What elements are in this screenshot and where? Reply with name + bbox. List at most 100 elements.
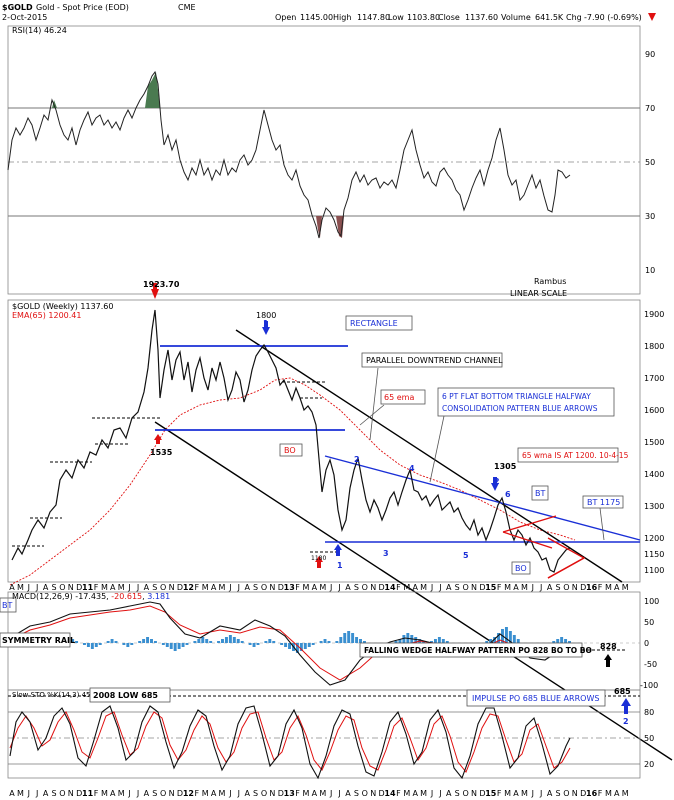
- sto-panel: Slow STO %K(14,3) 45.74 80 50 20 2008 LO…: [7, 687, 654, 780]
- macd-histogram-bar: [94, 643, 98, 647]
- month-tick: D: [580, 583, 586, 592]
- month-tick: J: [27, 583, 30, 592]
- macd-histogram-bar: [205, 639, 209, 643]
- month-tick: M: [521, 789, 528, 798]
- macd-histogram-bar: [556, 639, 560, 643]
- red-triangle-bottom: [547, 557, 585, 579]
- month-tick: J: [430, 789, 433, 798]
- macd-histogram-bar: [359, 639, 362, 643]
- month-tick: A: [211, 789, 217, 798]
- price-tick: 1600: [644, 406, 664, 415]
- rsi-tick: 30: [645, 212, 655, 221]
- macd-histogram-bar: [217, 641, 221, 643]
- macd-histogram-bar: [86, 643, 90, 647]
- close-label: Close: [438, 13, 460, 22]
- rsi-label: RSI(14) 46.24: [12, 26, 67, 35]
- month-tick: J: [531, 789, 534, 798]
- wave-2-label: 2: [354, 455, 360, 464]
- month-tick: 11: [82, 789, 94, 798]
- month-tick: D: [177, 583, 183, 592]
- month-tick: D: [76, 789, 82, 798]
- macd-tick: 100: [644, 597, 659, 606]
- macd-histogram-bar: [327, 641, 331, 643]
- month-tick: O: [563, 789, 569, 798]
- po828-label: 828: [600, 642, 617, 651]
- month-tick: O: [563, 583, 569, 592]
- macd-histogram-bar: [347, 631, 351, 643]
- price-tick: 1700: [644, 374, 664, 383]
- month-tick: D: [580, 789, 586, 798]
- month-tick: M: [101, 789, 108, 798]
- month-tick: A: [547, 789, 553, 798]
- macd-histogram-bar: [146, 637, 150, 643]
- month-tick: S: [555, 583, 560, 592]
- month-tick: 13: [284, 583, 295, 592]
- month-tick: O: [59, 789, 65, 798]
- month-tick: S: [455, 583, 460, 592]
- triangle-annotation: 6 PT FLAT BOTTOM TRIANGLE HALFWAY: [442, 392, 591, 401]
- month-tick: D: [177, 789, 183, 798]
- month-tick: A: [244, 583, 250, 592]
- sto-tick: 50: [644, 734, 654, 743]
- month-tick: N: [169, 583, 175, 592]
- macd-histogram-bar: [272, 641, 276, 643]
- impulse-annotation: IMPULSE PO 685 BLUE ARROWS: [472, 694, 599, 703]
- macd-histogram-bar: [165, 643, 169, 647]
- month-tick: 12: [183, 789, 194, 798]
- month-tick: 12: [183, 583, 194, 592]
- month-tick: M: [202, 583, 209, 592]
- macd-histogram-bar: [256, 643, 260, 645]
- month-tick: J: [237, 789, 240, 798]
- month-tick: A: [43, 583, 49, 592]
- sto-label: Slow STO %K(14,3) 45.74: [12, 691, 102, 699]
- macd-histogram-bar: [430, 641, 433, 643]
- ema-annotation: 65 ema: [384, 393, 414, 402]
- month-tick: M: [521, 583, 528, 592]
- month-tick: 14: [384, 789, 396, 798]
- month-tick: A: [9, 583, 15, 592]
- month-tick: D: [379, 583, 385, 592]
- month-tick: J: [237, 583, 240, 592]
- macd-histogram-bar: [161, 643, 165, 645]
- month-tick: A: [513, 583, 519, 592]
- macd-tick: 0: [644, 639, 649, 648]
- month-tick: M: [202, 789, 209, 798]
- month-tick: M: [622, 789, 629, 798]
- blue-arrow-icon: [334, 544, 342, 556]
- wave-1-label: 1: [337, 561, 343, 570]
- rsi-oversold-fill: [336, 216, 344, 238]
- macd-histogram-bar: [181, 643, 185, 647]
- month-tick: O: [261, 789, 267, 798]
- up-arrow-icon: [604, 654, 612, 667]
- month-tick: F: [497, 789, 502, 798]
- month-tick: 16: [586, 789, 598, 798]
- month-tick: J: [35, 789, 38, 798]
- month-tick: O: [160, 583, 166, 592]
- month-tick: A: [110, 789, 116, 798]
- bottom-month-axis: A M J J A S O N D 11 F M A M J J A S O N D 12 F M A M J J A S O N D 13 F M A…: [9, 789, 628, 798]
- month-tick: F: [295, 583, 300, 592]
- month-tick: D: [278, 583, 284, 592]
- wave-2b-label: 2: [494, 477, 500, 486]
- macd-histogram-bar: [201, 637, 205, 643]
- month-tick: J: [127, 789, 130, 798]
- month-tick: M: [420, 789, 427, 798]
- rambus-label: Rambus: [534, 277, 566, 286]
- month-tick: 15: [485, 789, 497, 798]
- macd-histogram-bar: [193, 641, 197, 643]
- month-tick: M: [118, 583, 125, 592]
- chg-label: Chg: [566, 13, 582, 22]
- macd-histogram-bar: [82, 643, 86, 645]
- month-tick: A: [345, 789, 351, 798]
- macd-histogram-bar: [402, 635, 406, 643]
- macd-histogram-bar: [197, 639, 201, 643]
- month-tick: A: [614, 583, 620, 592]
- month-tick: J: [27, 789, 30, 798]
- month-tick: M: [403, 583, 410, 592]
- month-tick: S: [253, 789, 258, 798]
- month-tick: S: [354, 583, 359, 592]
- macd-histogram-bar: [138, 641, 142, 643]
- macd-histogram-bar: [516, 639, 520, 643]
- blue-up-arrow-icon: [621, 698, 631, 714]
